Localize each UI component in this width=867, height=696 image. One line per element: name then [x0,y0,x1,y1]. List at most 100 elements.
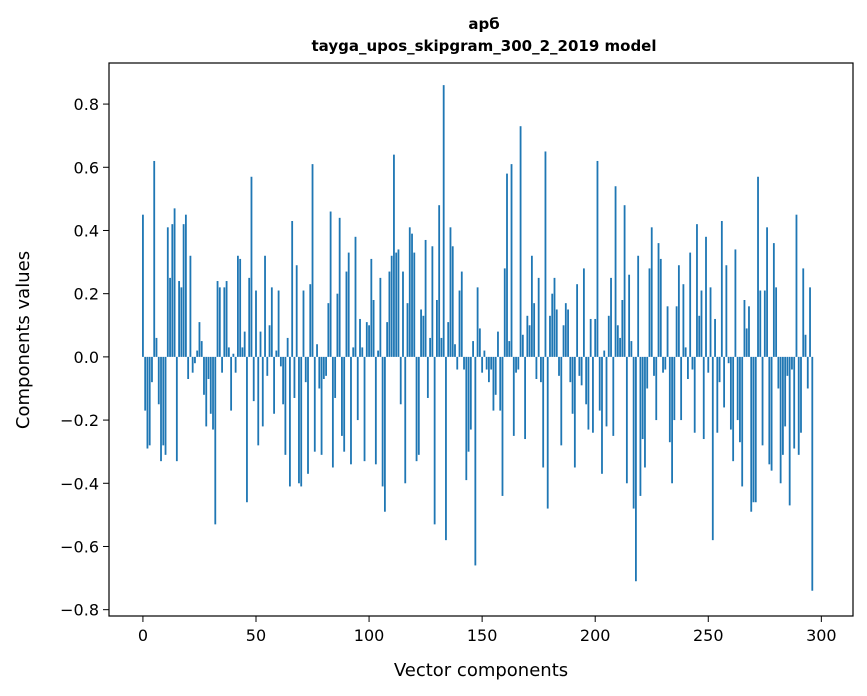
bar-39 [230,356,233,411]
bar-38 [227,347,230,357]
bar-263 [736,356,739,421]
x-axis-label: Vector components [394,660,568,681]
bar-247 [700,290,703,357]
bar-121 [415,356,418,462]
bar-206 [607,315,610,357]
bar-207 [610,277,612,357]
bar-36 [223,287,226,357]
bar-53 [261,356,264,427]
bar-234 [671,356,673,484]
bar-65 [289,356,291,487]
bar-126 [426,356,429,398]
bar-136 [449,227,452,357]
bar-192 [576,284,579,357]
bar-72 [304,356,307,383]
bar-119 [411,233,413,357]
bar-77 [316,344,318,357]
bar-137 [451,246,454,357]
bar-117 [406,303,409,357]
bar-173 [533,303,536,357]
bar-128 [431,246,434,357]
bar-191 [573,356,576,468]
bar-274 [761,356,764,446]
bar-250 [707,356,710,373]
bar-209 [614,186,617,357]
bar-194 [580,356,583,386]
bar-21 [189,255,192,357]
bar-176 [540,356,542,383]
bar-144 [467,356,470,452]
bar-218 [635,356,637,582]
bar-139 [456,356,459,370]
bar-220 [639,356,642,496]
x-tick-label: 200 [580,626,611,645]
bar-45 [243,331,246,357]
bar-264 [739,356,741,443]
bar-290 [797,356,800,455]
bar-33 [216,281,219,357]
bar-193 [578,356,581,376]
bar-123 [420,309,422,357]
bar-12 [169,277,171,357]
bar-200 [594,318,597,357]
bar-151 [483,350,486,357]
bar-198 [589,318,592,357]
bar-118 [408,227,411,357]
bar-16 [178,281,181,357]
bar-140 [458,290,461,357]
bar-168 [521,334,524,357]
bar-58 [273,356,275,414]
y-tick-label: 0.2 [74,285,99,304]
y-tick-label: 0.0 [74,348,99,367]
bar-252 [711,356,714,541]
bar-59 [275,350,278,357]
x-tick-label: 250 [693,626,724,645]
bar-229 [659,258,662,357]
bar-258 [725,265,728,357]
bar-280 [775,287,778,357]
bar-294 [806,356,809,389]
bar-133 [442,85,445,357]
bar-223 [646,356,649,389]
bar-112 [395,252,398,357]
bar-93 [352,347,355,357]
bar-149 [478,328,481,357]
bar-8 [160,356,162,462]
bar-143 [465,356,468,481]
bar-62 [282,356,285,405]
bar-184 [558,356,560,376]
y-tick-label: 0.6 [74,158,99,177]
bar-224 [648,268,651,357]
bar-153 [488,356,490,383]
bar-211 [619,337,621,357]
bar-30 [209,356,212,414]
bar-219 [637,255,640,357]
bar-125 [424,239,427,357]
bar-75 [311,164,314,357]
y-tick-label: 0.8 [74,95,99,114]
bar-64 [286,337,289,357]
bar-182 [553,277,556,357]
bar-110 [390,255,393,357]
bar-95 [356,356,359,421]
bar-79 [320,356,323,455]
bar-146 [472,341,474,357]
bar-3 [148,356,151,446]
x-tick-label: 150 [467,626,498,645]
y-tick-label: −0.8 [60,601,99,620]
bar-170 [526,315,529,357]
bar-175 [537,277,540,357]
bar-102 [372,300,375,357]
bar-216 [630,341,633,357]
bar-179 [546,356,549,509]
bar-60 [277,290,280,357]
bar-181 [551,293,554,357]
bar-49 [252,356,255,402]
bar-1 [144,356,147,411]
bar-221 [641,356,644,440]
bar-28 [205,356,208,427]
bar-154 [490,356,493,370]
bar-235 [673,356,676,421]
bar-201 [596,160,599,357]
bar-215 [628,274,631,357]
